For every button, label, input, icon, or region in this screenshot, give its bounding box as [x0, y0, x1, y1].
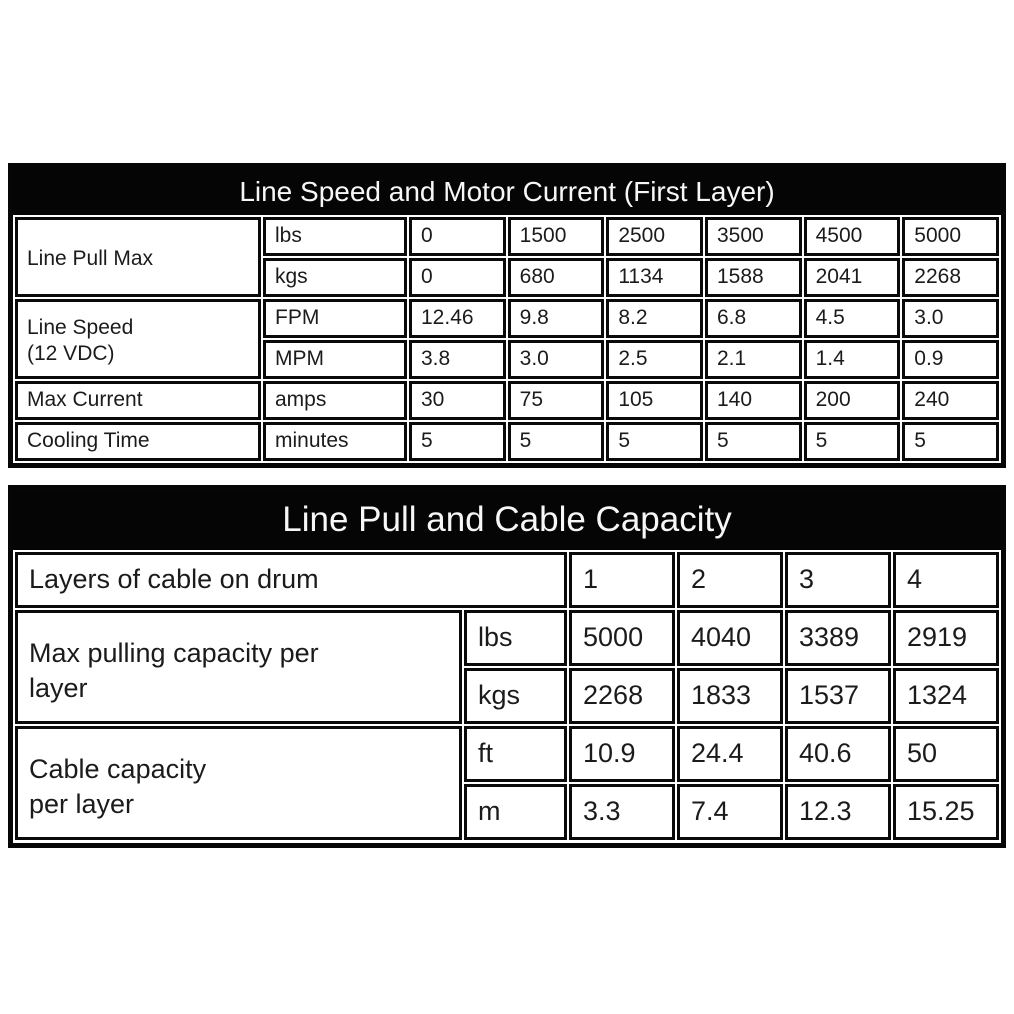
table2-title: Line Pull and Cable Capacity	[13, 490, 1001, 550]
row-label-cooling-time: Cooling Time	[15, 422, 261, 461]
value-cell: 2268	[569, 668, 675, 724]
value-cell: 5	[606, 422, 703, 461]
value-cell: 1500	[507, 217, 605, 256]
value-cell: 3.0	[507, 340, 605, 379]
table-row: Max Current amps 30 75 105 140 200 240	[15, 381, 999, 420]
unit-cell: kgs	[464, 668, 568, 724]
value-cell: 4500	[803, 217, 901, 256]
value-cell: 5	[803, 422, 901, 461]
layer-number-cell: 2	[677, 552, 783, 608]
table1-title: Line Speed and Motor Current (First Laye…	[13, 168, 1001, 215]
value-cell: 40.6	[784, 726, 891, 782]
value-cell: 240	[902, 381, 999, 420]
value-cell: 2041	[803, 258, 901, 297]
value-cell: 2919	[892, 610, 999, 666]
row-label-line-speed: Line Speed (12 VDC)	[15, 299, 261, 379]
table-row: Cable capacity per layer ft 10.9 24.4 40…	[15, 726, 999, 840]
value-cell: 2268	[902, 258, 999, 297]
value-cell: 4.5	[803, 299, 901, 338]
layer-number-cell: 1	[569, 552, 675, 608]
value-cell: 12.46	[409, 299, 506, 338]
unit-cell: lbs	[263, 217, 407, 256]
value-cell: 3.0	[902, 299, 999, 338]
table-row: m 3.3 7.4 12.3 15.25	[15, 784, 999, 840]
line-speed-motor-current-table: Line Speed and Motor Current (First Laye…	[8, 163, 1006, 468]
value-cell: 6.8	[704, 299, 802, 338]
table-row: Line Speed (12 VDC) FPM 12.46 9.8 8.2 6.…	[15, 299, 999, 379]
value-cell: 7.4	[677, 784, 783, 840]
value-cell: 0	[409, 217, 506, 256]
value-cell: 4040	[677, 610, 783, 666]
value-cell: 9.8	[507, 299, 605, 338]
value-cell: 3.8	[409, 340, 506, 379]
value-cell: 3.3	[569, 784, 675, 840]
unit-cell: MPM	[263, 340, 407, 379]
value-cell: 200	[803, 381, 901, 420]
table-row: Line Pull Max lbs 0 1500 2500 3500 4500 …	[15, 217, 999, 297]
value-cell: 8.2	[606, 299, 703, 338]
table-row: Cooling Time minutes 5 5 5 5 5 5	[15, 422, 999, 461]
value-cell: 5000	[902, 217, 999, 256]
value-cell: 2.5	[606, 340, 703, 379]
value-cell: 1537	[784, 668, 891, 724]
table-row: Layers of cable on drum 1 2 3 4	[15, 552, 999, 608]
value-cell: 2500	[606, 217, 703, 256]
value-cell: 12.3	[784, 784, 891, 840]
value-cell: 1588	[704, 258, 802, 297]
row-label-line-pull-max: Line Pull Max	[15, 217, 261, 297]
value-cell: 5	[409, 422, 506, 461]
value-cell: 1833	[677, 668, 783, 724]
row-label-cable-capacity: Cable capacity per layer	[15, 726, 462, 840]
value-cell: 24.4	[677, 726, 783, 782]
table-row: Max pulling capacity per layer lbs 5000 …	[15, 610, 999, 724]
value-cell: 3389	[784, 610, 891, 666]
unit-cell: kgs	[263, 258, 407, 297]
row-label-max-pulling: Max pulling capacity per layer	[15, 610, 462, 724]
value-cell: 15.25	[892, 784, 999, 840]
unit-cell: m	[464, 784, 568, 840]
value-cell: 1134	[606, 258, 703, 297]
table2-grid: Layers of cable on drum 1 2 3 4 Max pull…	[13, 550, 1001, 842]
unit-cell: minutes	[263, 422, 407, 461]
value-cell: 105	[606, 381, 703, 420]
value-cell: 5	[902, 422, 999, 461]
value-cell: 5	[704, 422, 802, 461]
value-cell: 5000	[569, 610, 675, 666]
value-cell: 30	[409, 381, 506, 420]
layer-number-cell: 4	[892, 552, 999, 608]
value-cell: 5	[507, 422, 605, 461]
value-cell: 75	[507, 381, 605, 420]
unit-cell: amps	[263, 381, 407, 420]
value-cell: 3500	[704, 217, 802, 256]
unit-cell: ft	[464, 726, 568, 782]
row-label-layers: Layers of cable on drum	[15, 552, 568, 608]
unit-cell: lbs	[464, 610, 568, 666]
table-row: MPM 3.8 3.0 2.5 2.1 1.4 0.9	[15, 340, 999, 379]
table1-grid: Line Pull Max lbs 0 1500 2500 3500 4500 …	[13, 215, 1001, 463]
table-row: kgs 2268 1833 1537 1324	[15, 668, 999, 724]
value-cell: 50	[892, 726, 999, 782]
value-cell: 140	[704, 381, 802, 420]
row-label-max-current: Max Current	[15, 381, 261, 420]
value-cell: 0	[409, 258, 506, 297]
value-cell: 680	[507, 258, 605, 297]
layer-number-cell: 3	[784, 552, 891, 608]
unit-cell: FPM	[263, 299, 407, 338]
value-cell: 1324	[892, 668, 999, 724]
value-cell: 2.1	[704, 340, 802, 379]
value-cell: 0.9	[902, 340, 999, 379]
line-pull-cable-capacity-table: Line Pull and Cable Capacity Layers of c…	[8, 485, 1006, 848]
value-cell: 10.9	[569, 726, 675, 782]
value-cell: 1.4	[803, 340, 901, 379]
table-row: kgs 0 680 1134 1588 2041 2268	[15, 258, 999, 297]
